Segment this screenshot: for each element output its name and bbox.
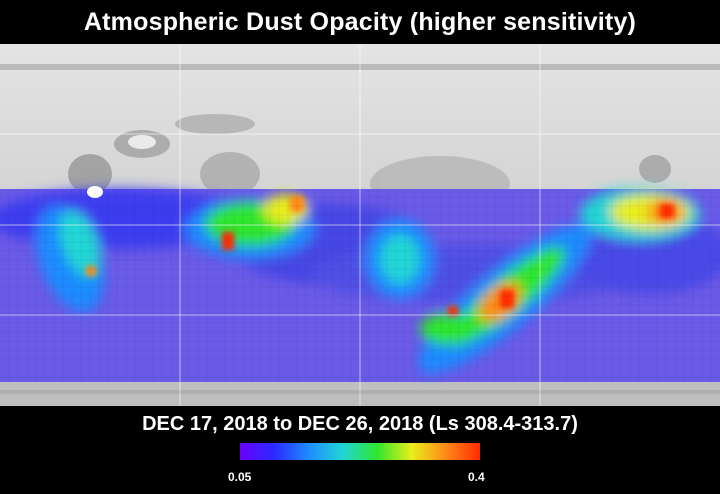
- graticule: [0, 44, 720, 406]
- colorbar-min-label: 0.05: [228, 470, 252, 484]
- colorbar: [240, 443, 480, 460]
- colorbar-max-label: 0.4: [468, 470, 485, 484]
- dust-opacity-map: [0, 44, 720, 406]
- date-range-label: DEC 17, 2018 to DEC 26, 2018 (Ls 308.4-3…: [142, 412, 578, 435]
- map-title: Atmospheric Dust Opacity (higher sensiti…: [83, 7, 637, 36]
